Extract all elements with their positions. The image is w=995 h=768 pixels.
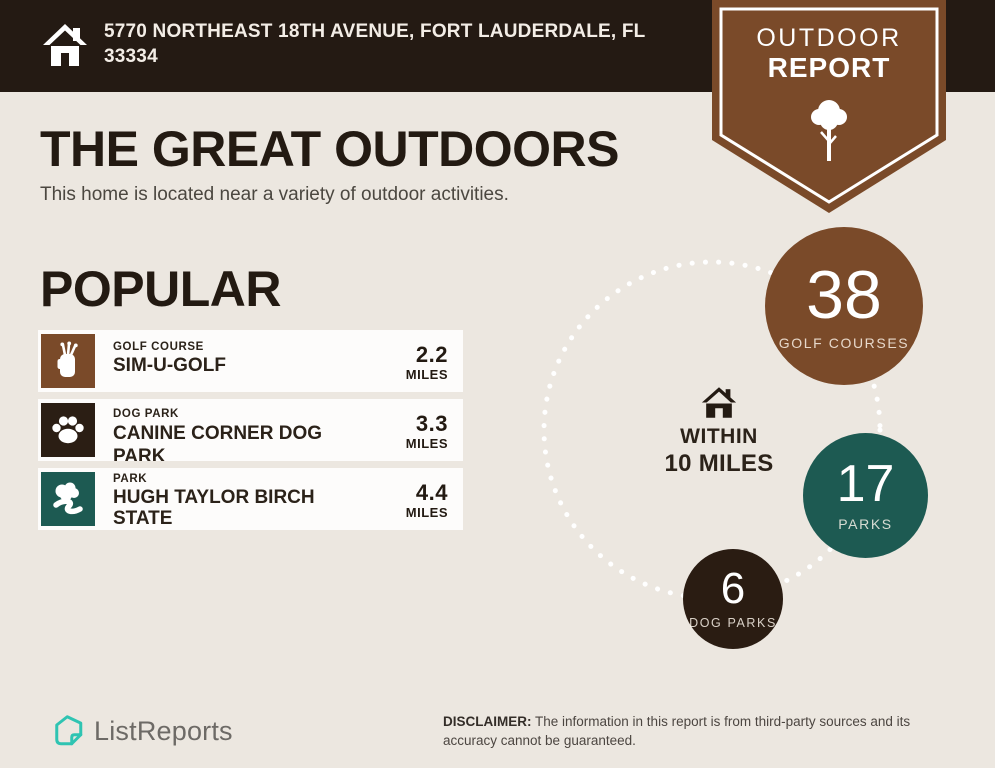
item-name: SIM-U-GOLF: [113, 355, 226, 376]
item-distance-unit: MILES: [405, 367, 448, 382]
park-tile: [41, 472, 95, 526]
item-category: GOLF COURSE: [113, 341, 204, 353]
stat-label: DOG PARKS: [689, 616, 777, 630]
stat-dog-parks: 6 DOG PARKS: [683, 549, 783, 649]
home-icon: [43, 24, 87, 66]
popular-heading: POPULAR: [40, 261, 281, 317]
property-address: 5770 NORTHEAST 18TH AVENUE, FORT LAUDERD…: [104, 21, 646, 67]
badge-title-line1: OUTDOOR: [756, 24, 902, 52]
disclaimer-text: The information in this report is from t…: [443, 714, 911, 748]
house-icon: [701, 387, 737, 418]
item-category: PARK: [113, 473, 148, 485]
item-distance-unit: MILES: [405, 436, 448, 451]
disclaimer: DISCLAIMER: The information in this repo…: [443, 712, 961, 750]
stat-value: 17: [836, 455, 895, 513]
stat-value: 6: [720, 564, 746, 613]
page-subtitle: This home is located near a variety of o…: [40, 184, 509, 205]
item-distance: 2.2: [415, 342, 448, 367]
within-distance: 10 MILES: [664, 450, 774, 477]
item-distance: 3.3: [415, 411, 448, 436]
badge-title-line2: REPORT: [767, 52, 891, 83]
stat-value: 38: [806, 256, 882, 333]
outdoor-report-badge: OUTDOOR REPORT: [712, 0, 946, 216]
list-item-dog-park: DOG PARK CANINE CORNER DOG PARK 3.3 MILE…: [38, 399, 463, 461]
golf-bag-icon: [57, 341, 78, 377]
tree-icon: [811, 100, 847, 161]
dog-park-tile: [41, 403, 95, 457]
list-item-golf-course: GOLF COURSE SIM-U-GOLF 2.2 MILES: [38, 330, 463, 392]
item-distance: 4.4: [415, 480, 448, 505]
page-title: THE GREAT OUTDOORS: [40, 121, 619, 177]
within-radius-label: WITHIN 10 MILES: [639, 386, 799, 478]
stat-parks: 17 PARKS: [803, 433, 928, 558]
golf-tile: [41, 334, 95, 388]
item-distance-unit: MILES: [405, 505, 448, 520]
stat-golf-courses: 38 GOLF COURSES: [765, 227, 923, 385]
brand-name: ListReports: [94, 716, 233, 746]
item-name: CANINE CORNER DOG PARK: [113, 423, 323, 461]
item-name: HUGH TAYLOR BIRCH STATE PARK: [113, 487, 315, 530]
park-icon: [53, 482, 83, 515]
list-item-park: PARK HUGH TAYLOR BIRCH STATE PARK 4.4 MI…: [38, 468, 463, 530]
stat-label: PARKS: [838, 516, 893, 532]
listreports-logo-icon: [55, 715, 83, 746]
within-text: WITHIN: [680, 425, 758, 448]
disclaimer-label: DISCLAIMER:: [443, 714, 532, 729]
item-category: DOG PARK: [113, 408, 179, 420]
paw-icon: [52, 416, 84, 444]
stat-label: GOLF COURSES: [778, 334, 910, 351]
